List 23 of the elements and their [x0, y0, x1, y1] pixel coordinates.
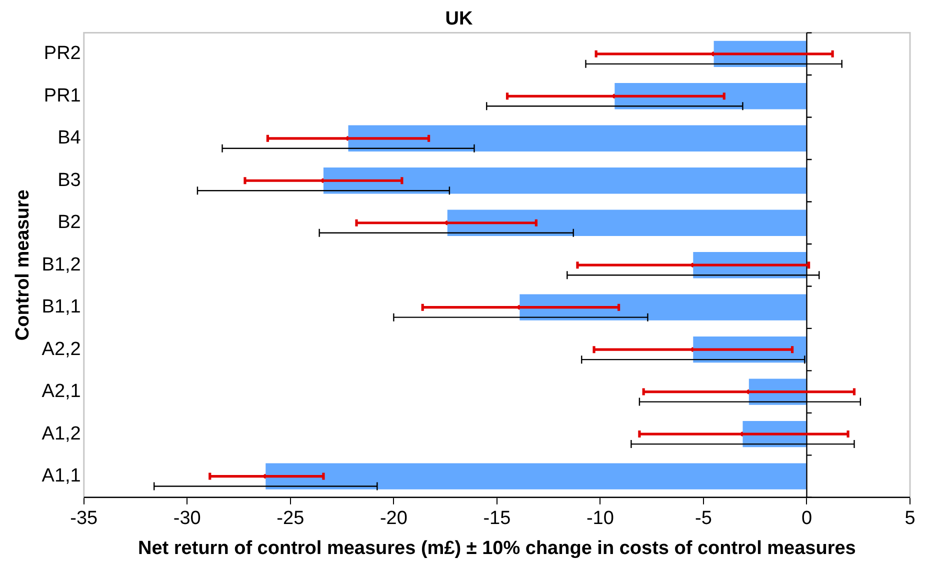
x-axis-title: Net return of control measures (m£) ± 10% change in costs of control measures [138, 538, 856, 559]
y-tick-label: A1,1 [42, 466, 81, 487]
y-tick-label: A1,2 [42, 423, 81, 444]
x-tick-label: -35 [70, 508, 98, 530]
y-tick-label: A2,1 [42, 381, 81, 402]
x-tick-label: -30 [173, 508, 201, 530]
y-tick-label: B2 [58, 212, 81, 234]
x-tick-label: 5 [904, 508, 916, 530]
y-tick-label: PR2 [44, 43, 81, 64]
y-tick-label: PR1 [44, 85, 81, 106]
x-tick-label: -20 [380, 508, 408, 530]
y-tick-label: A2,2 [42, 338, 81, 360]
y-tick-label: B3 [58, 170, 81, 191]
x-tick-label: -10 [586, 508, 614, 530]
y-tick-label: B4 [58, 128, 82, 149]
chart-title: UK [445, 8, 473, 30]
y-tick-label: B1,1 [42, 296, 81, 318]
y-axis-title: Control measure [12, 190, 34, 341]
x-tick-label: -15 [483, 508, 511, 530]
x-tick-label: 0 [801, 508, 812, 530]
y-tick-label: B1,2 [42, 254, 81, 276]
x-tick-label: -25 [276, 508, 304, 530]
x-tick-label: -5 [695, 508, 712, 530]
